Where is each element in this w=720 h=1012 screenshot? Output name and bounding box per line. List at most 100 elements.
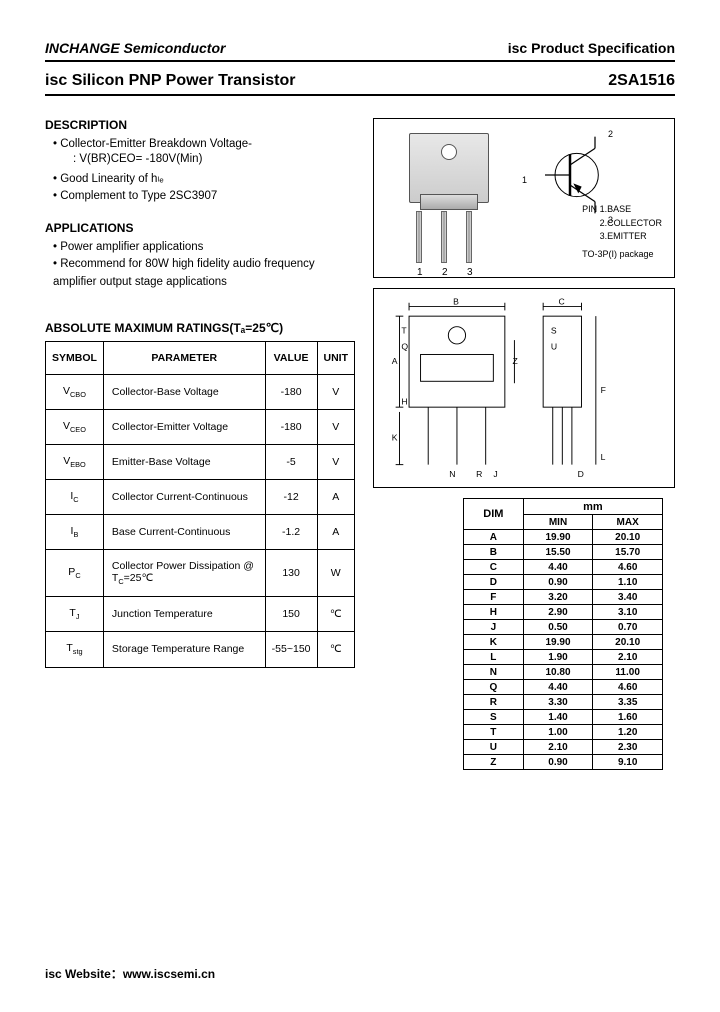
- table-row: U2.102.30: [464, 740, 663, 755]
- cell-min: 0.90: [523, 755, 593, 770]
- lead-1: [416, 211, 422, 263]
- cell-max: 2.10: [593, 650, 663, 665]
- cell-min: 19.90: [523, 635, 593, 650]
- pin3: 3.EMITTER: [600, 231, 647, 241]
- cell-dim: F: [464, 590, 524, 605]
- company: INCHANGE Semiconductor: [45, 40, 225, 56]
- table-row: L1.902.10: [464, 650, 663, 665]
- col-parameter: PARAMETER: [103, 341, 265, 374]
- cell-symbol: IC: [46, 480, 104, 515]
- cell-symbol: VCEO: [46, 409, 104, 444]
- cell-symbol: VEBO: [46, 444, 104, 479]
- col-dim: DIM: [464, 499, 524, 530]
- table-row: Q4.404.60: [464, 680, 663, 695]
- ratings-table: SYMBOL PARAMETER VALUE UNIT VCBOCollecto…: [45, 341, 355, 668]
- cell-parameter: Collector-Emitter Voltage: [103, 409, 265, 444]
- title-row: isc Silicon PNP Power Transistor 2SA1516: [45, 72, 675, 90]
- package-name: TO-3P(I) package: [582, 249, 653, 259]
- cell-unit: ℃: [317, 632, 355, 667]
- cell-dim: C: [464, 560, 524, 575]
- package-tab: [420, 194, 478, 210]
- svg-text:T: T: [401, 325, 407, 335]
- cell-value: -5: [265, 444, 317, 479]
- applications-head: APPLICATIONS: [45, 221, 355, 235]
- cell-min: 3.20: [523, 590, 593, 605]
- cell-symbol: IB: [46, 515, 104, 550]
- left-column: DESCRIPTION Collector-Emitter Breakdown …: [45, 118, 355, 770]
- svg-text:F: F: [601, 385, 606, 395]
- cell-unit: W: [317, 550, 355, 597]
- footer: isc Website：www.iscsemi.cn: [45, 965, 215, 982]
- cell-dim: B: [464, 545, 524, 560]
- lead-3: [466, 211, 472, 263]
- pin-label: PIN: [582, 204, 597, 214]
- cell-value: -12: [265, 480, 317, 515]
- col-mm: mm: [523, 499, 662, 515]
- cell-dim: Q: [464, 680, 524, 695]
- cell-min: 3.30: [523, 695, 593, 710]
- col-value: VALUE: [265, 341, 317, 374]
- cell-min: 4.40: [523, 560, 593, 575]
- list-item: Power amplifier applications: [53, 239, 355, 256]
- svg-text:U: U: [551, 342, 557, 352]
- cell-unit: V: [317, 444, 355, 479]
- cell-min: 19.90: [523, 530, 593, 545]
- cell-symbol: Tstg: [46, 632, 104, 667]
- cell-parameter: Collector-Base Voltage: [103, 374, 265, 409]
- table-row: J0.500.70: [464, 620, 663, 635]
- lead-num-1: 1: [417, 267, 423, 278]
- cell-dim: R: [464, 695, 524, 710]
- table-row: IBBase Current-Continuous-1.2A: [46, 515, 355, 550]
- cell-max: 3.10: [593, 605, 663, 620]
- cell-dim: H: [464, 605, 524, 620]
- cell-max: 1.60: [593, 710, 663, 725]
- table-row: VCEOCollector-Emitter Voltage-180V: [46, 409, 355, 444]
- cell-dim: T: [464, 725, 524, 740]
- right-column: 1 2 3 2 1 3 PIN: [373, 118, 675, 770]
- cell-parameter: Collector Current-Continuous: [103, 480, 265, 515]
- cell-unit: A: [317, 480, 355, 515]
- svg-text:C: C: [558, 297, 564, 307]
- cell-max: 3.35: [593, 695, 663, 710]
- table-row: H2.903.10: [464, 605, 663, 620]
- cell-min: 1.40: [523, 710, 593, 725]
- footer-url: www.iscsemi.cn: [123, 967, 215, 981]
- cell-max: 1.20: [593, 725, 663, 740]
- table-row: R3.303.35: [464, 695, 663, 710]
- lead-2: [441, 211, 447, 263]
- pin2: 2.COLLECTOR: [600, 218, 662, 228]
- cell-parameter: Junction Temperature: [103, 597, 265, 632]
- cell-value: -180: [265, 374, 317, 409]
- col-min: MIN: [523, 515, 593, 530]
- schematic-symbol: 2 1 3 PIN 1.BASE PIN 2.COLLECTOR PIN 3.E…: [510, 125, 668, 271]
- table-row: TJJunction Temperature150℃: [46, 597, 355, 632]
- table-row: B15.5015.70: [464, 545, 663, 560]
- table-row: D0.901.10: [464, 575, 663, 590]
- svg-text:K: K: [392, 433, 398, 443]
- table-row: ICCollector Current-Continuous-12A: [46, 480, 355, 515]
- svg-text:Q: Q: [401, 342, 408, 352]
- table-row: PCCollector Power Dissipation @ TC=25℃13…: [46, 550, 355, 597]
- cell-unit: ℃: [317, 597, 355, 632]
- rule-top: [45, 60, 675, 62]
- table-row: DIM mm: [464, 499, 663, 515]
- table-row: C4.404.60: [464, 560, 663, 575]
- cell-max: 1.10: [593, 575, 663, 590]
- svg-text:J: J: [493, 469, 497, 479]
- cell-dim: K: [464, 635, 524, 650]
- cell-min: 1.90: [523, 650, 593, 665]
- cell-max: 2.30: [593, 740, 663, 755]
- rule-title: [45, 94, 675, 96]
- lead-num-2: 2: [442, 267, 448, 278]
- cell-max: 15.70: [593, 545, 663, 560]
- mechanical-drawing: BC AK TQ ZH SU FL NR JD: [382, 297, 666, 479]
- content: DESCRIPTION Collector-Emitter Breakdown …: [45, 118, 675, 770]
- cell-max: 20.10: [593, 635, 663, 650]
- package-drawing: 1 2 3: [394, 133, 504, 263]
- cell-dim: L: [464, 650, 524, 665]
- table-row: Z0.909.10: [464, 755, 663, 770]
- cell-dim: D: [464, 575, 524, 590]
- svg-text:D: D: [578, 469, 584, 479]
- spec-label: isc Product Specification: [508, 40, 675, 56]
- table-row: N10.8011.00: [464, 665, 663, 680]
